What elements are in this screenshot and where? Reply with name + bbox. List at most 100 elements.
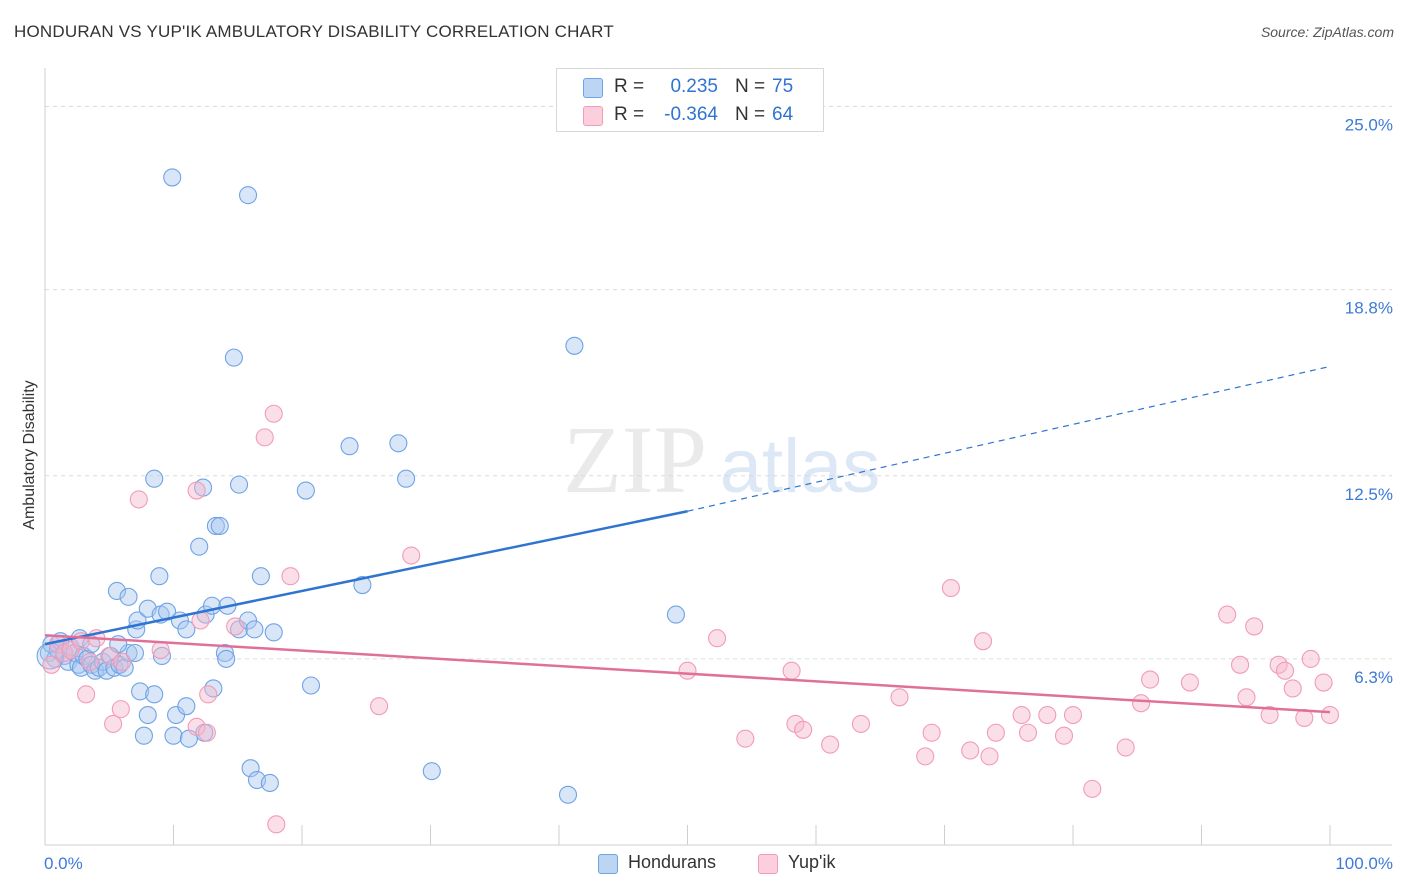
hondurans-point (558, 785, 578, 804)
n-value: 64 (772, 104, 794, 125)
yupik-point (821, 735, 840, 754)
correlation-legend: R = 0.235 N = 75 R = -0.364 N = 64 (556, 68, 824, 132)
yupik-point (80, 652, 100, 671)
hondurans-point (397, 469, 416, 488)
yupik-point (1320, 705, 1340, 725)
yupik-point (1012, 705, 1031, 725)
hondurans-point (224, 348, 243, 367)
hondurans-point (210, 516, 229, 536)
hondurans-point (296, 481, 315, 500)
yupik-point (370, 697, 389, 716)
trend-lines (44, 365, 1331, 714)
y-tick-label: 25.0% (1345, 116, 1393, 135)
hondurans-point (134, 726, 153, 745)
source-label: Source: ZipAtlas.com (1260, 24, 1394, 40)
yupik-point (113, 652, 132, 671)
yupik-point (1237, 688, 1256, 707)
yupik-point (77, 685, 96, 704)
yupik-point (151, 640, 170, 660)
yupik-point (1038, 705, 1057, 725)
yupik-point (226, 617, 245, 636)
watermark: ZIP atlas (563, 406, 880, 513)
yupik-point (922, 723, 941, 742)
y-axis-label: Ambulatory Disability (21, 380, 38, 530)
hondurans-point (125, 643, 144, 663)
yupik-point (961, 741, 980, 760)
yupik-point (980, 747, 999, 766)
hondurans-point (145, 685, 164, 704)
yupik-point (255, 428, 274, 447)
hondurans-point (71, 658, 91, 677)
n-label: N = (735, 104, 766, 125)
grid-lines (45, 106, 1392, 660)
yupik-point (1260, 705, 1279, 725)
n-label: N = (735, 76, 766, 97)
yupik-point (402, 546, 421, 565)
legend-label-yupik: Yup'ik (788, 852, 836, 872)
yupik-point (851, 714, 871, 733)
yupik-point (111, 700, 130, 719)
hondurans-point (145, 469, 164, 488)
hondurans-swatch (583, 78, 603, 98)
hondurans-point (138, 705, 157, 725)
yupik-point (264, 404, 283, 423)
tick-labels: 6.3% 12.5% 18.8% 25.0% 0.0% 100.0% (44, 116, 1393, 873)
watermark-atlas: atlas (720, 424, 881, 509)
yupik-point (986, 723, 1005, 742)
hondurans-point (206, 516, 225, 536)
x-tick-label: 100.0% (1335, 854, 1393, 873)
hondurans-point (217, 649, 236, 668)
yupik-point (708, 629, 727, 648)
yupik-point (941, 578, 960, 598)
hondurans-point (119, 587, 138, 606)
axes (44, 68, 1392, 846)
r-label: R = (614, 104, 645, 125)
yupik-point (794, 720, 813, 739)
yupik-point (199, 685, 218, 704)
y-tick-label: 6.3% (1354, 668, 1393, 687)
yupik-point (736, 729, 755, 748)
yupik-points (42, 404, 1340, 834)
yupik-point (1283, 679, 1302, 698)
yupik-point (1245, 617, 1264, 636)
hondurans-point (177, 620, 196, 639)
hondurans-point (353, 576, 372, 595)
yupik-swatch (583, 106, 603, 126)
legend-row-hondurans: R = 0.235 N = 75 (557, 72, 823, 100)
yupik-point (1018, 723, 1038, 742)
hondurans-point (107, 581, 127, 601)
yupik-point (1314, 673, 1333, 692)
hondurans-point (245, 620, 264, 639)
yupik-point (890, 688, 909, 707)
hondurans-point (215, 643, 234, 663)
yupik-point (104, 714, 123, 733)
yupik-point (1054, 726, 1074, 745)
hondurans-swatch (598, 854, 618, 874)
hondurans-point (422, 762, 441, 781)
legend-label-hondurans: Hondurans (628, 852, 717, 872)
yupik-point (1141, 670, 1160, 689)
legend-row-yupik: R = -0.364 N = 64 (557, 100, 823, 128)
hondurans-point (150, 567, 169, 586)
hondurans-point (389, 434, 408, 453)
hondurans-point (152, 646, 171, 666)
yupik-point (1218, 605, 1237, 624)
hondurans-point (131, 682, 150, 701)
yupik-point (1180, 673, 1199, 692)
yupik-point (1301, 649, 1320, 668)
yupik-point (187, 717, 206, 736)
yupik-point (678, 661, 697, 680)
hondurans-point (164, 726, 183, 745)
yupik-point (1063, 705, 1083, 725)
hondurans-point (301, 676, 321, 695)
yupik-point (1275, 661, 1295, 680)
hondurans-point (260, 773, 279, 793)
yupik-point (1132, 694, 1151, 713)
yupik-trend-line (44, 634, 1331, 714)
yupik-point (267, 815, 286, 834)
r-value: -0.364 (664, 104, 718, 125)
yupik-point (191, 611, 210, 630)
hondurans-point (264, 623, 283, 642)
hondurans-point (666, 605, 685, 624)
